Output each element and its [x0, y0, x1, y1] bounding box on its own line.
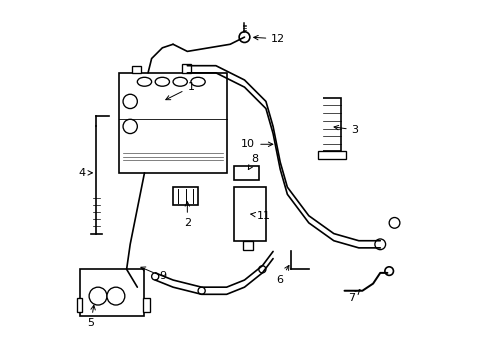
Circle shape	[123, 119, 137, 134]
Circle shape	[151, 273, 159, 280]
Text: 9: 9	[141, 267, 165, 282]
Circle shape	[198, 287, 205, 294]
Text: 4: 4	[78, 168, 92, 178]
Circle shape	[384, 267, 393, 275]
Ellipse shape	[155, 77, 169, 86]
Text: 8: 8	[248, 154, 258, 170]
Bar	[173, 187, 198, 205]
Text: 6: 6	[276, 265, 288, 285]
Text: 12: 12	[253, 34, 285, 44]
Ellipse shape	[190, 77, 205, 86]
Bar	[242, 241, 253, 249]
Bar	[233, 187, 265, 241]
Text: 1: 1	[165, 82, 194, 100]
Text: 10: 10	[241, 139, 272, 149]
Text: 2: 2	[183, 202, 190, 228]
Bar	[80, 269, 144, 316]
Text: 11: 11	[250, 211, 270, 221]
Text: 7: 7	[347, 289, 359, 303]
Bar	[132, 66, 141, 73]
Circle shape	[239, 32, 249, 42]
Bar	[233, 166, 258, 180]
Bar	[142, 298, 149, 312]
Bar	[317, 152, 346, 158]
Circle shape	[107, 287, 124, 305]
Circle shape	[374, 239, 385, 249]
Circle shape	[123, 94, 137, 109]
Circle shape	[388, 217, 399, 228]
Polygon shape	[323, 98, 340, 152]
Bar	[119, 73, 226, 173]
Circle shape	[258, 266, 265, 273]
Circle shape	[89, 287, 107, 305]
Ellipse shape	[137, 77, 151, 86]
Bar	[182, 64, 190, 73]
Text: 5: 5	[87, 305, 95, 328]
Ellipse shape	[173, 77, 187, 86]
Bar	[77, 298, 82, 312]
Text: 3: 3	[333, 125, 358, 135]
